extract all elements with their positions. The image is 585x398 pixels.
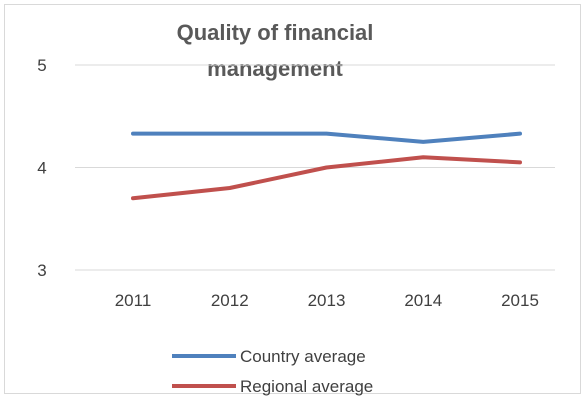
- chart-frame: [4, 4, 581, 394]
- chart-title-line-2: management: [207, 56, 343, 81]
- legend-label: Country average: [240, 347, 366, 366]
- chart-title-line-1: Quality of financial: [177, 20, 374, 45]
- legend: Country average Regional average: [172, 347, 373, 396]
- y-tick-label: 3: [37, 261, 46, 280]
- series-line-regional-average: [131, 155, 522, 201]
- x-tick-label: 2011: [115, 291, 152, 310]
- x-tick-label: 2012: [211, 291, 249, 310]
- y-tick-label: 5: [37, 56, 46, 75]
- x-axis-ticks: 2011 2012 2013 2014 2015: [115, 291, 539, 310]
- series-line-country-average: [131, 131, 522, 144]
- x-tick-label: 2013: [308, 291, 346, 310]
- x-tick-label: 2014: [404, 291, 442, 310]
- series-lines: [131, 131, 522, 201]
- y-axis-ticks: 5 4 3: [37, 56, 46, 280]
- y-tick-label: 4: [37, 159, 46, 178]
- x-tick-label: 2015: [501, 291, 539, 310]
- gridlines: [75, 64, 555, 271]
- legend-label: Regional average: [240, 377, 373, 396]
